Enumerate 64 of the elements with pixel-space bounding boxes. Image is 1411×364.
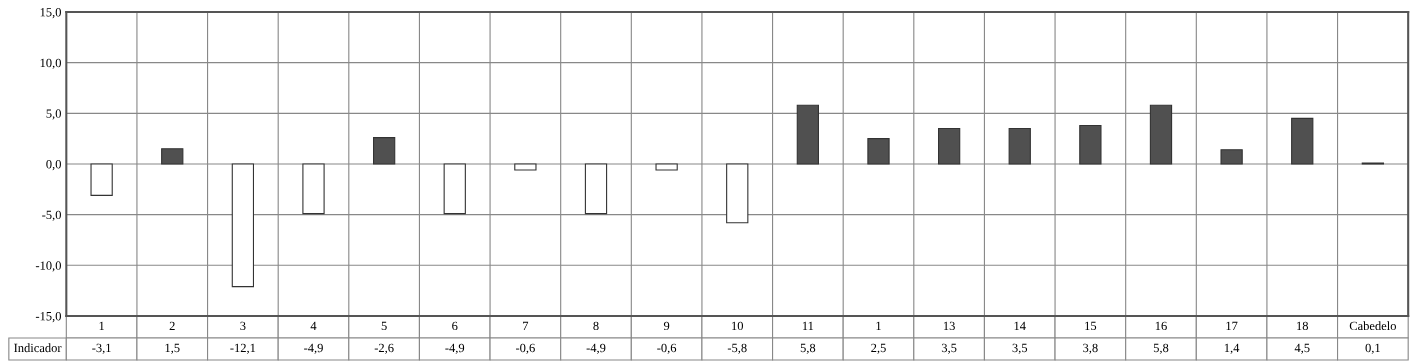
bar [1149,104,1173,165]
text: -4,9 [445,343,465,354]
text: 1,4 [1224,343,1240,354]
x-tick-label: 8 [593,321,599,331]
x-tick-label: 9 [663,321,670,331]
bar [1291,117,1314,165]
x-tick-label: 3 [240,321,246,331]
bar [1220,149,1243,165]
x-tick-label: 1 [876,321,881,330]
y-tick-label: -10,0 [35,261,61,272]
x-tick-label: 15 [1085,321,1097,331]
x-tick-label: 4 [310,321,317,330]
text: 1,5 [165,343,180,354]
y-tick-label: -5,0 [42,210,61,221]
y-tick-label: -15,0 [35,311,61,323]
text: Indicador [14,343,62,353]
x-tick-label: 5 [381,321,387,331]
x-tick-label: 2 [169,321,175,330]
y-tick-label: 5,0 [46,109,61,120]
bar [867,138,890,165]
text: 5,8 [1153,343,1169,354]
x-tick-label: Cabedelo [1349,321,1396,331]
y-tick-label: 10,0 [40,58,61,69]
bar [1079,124,1102,165]
y-tick-label: 15,0 [40,8,61,19]
text: -4,9 [304,343,323,354]
text: 4,5 [1294,343,1310,354]
text: -0,6 [657,343,677,354]
text: 3,5 [1012,343,1028,354]
x-tick-label: 11 [802,321,814,330]
bar [514,163,537,171]
x-tick-label: 18 [1297,321,1309,331]
x-tick-label: 6 [452,321,458,331]
bar [161,148,184,165]
x-tick-label: 14 [1014,321,1026,330]
text: -12,1 [230,343,256,354]
bar [231,163,255,288]
text: -3,1 [92,343,111,354]
text: 3,8 [1083,343,1098,354]
text: 2,5 [871,343,886,354]
text: -4,9 [586,343,606,354]
x-tick-label: 16 [1155,321,1167,331]
x-tick-label: 1 [99,321,104,330]
x-tick-label: 10 [732,321,744,331]
bar [1008,127,1031,165]
text: -5,8 [727,343,747,354]
text: 5,8 [800,343,816,354]
text: 3,5 [941,343,957,354]
text: -0,6 [515,343,535,354]
bar [726,163,749,224]
x-tick-label: 7 [523,321,529,330]
bar [443,163,466,215]
bar [90,163,113,196]
bar [796,104,820,165]
x-tick-label: 13 [943,321,955,331]
bar [655,163,678,171]
text: 0,1 [1365,343,1380,354]
text: -2,6 [374,343,394,354]
y-tick-label: 0,0 [46,160,61,171]
bar [937,127,961,165]
bar [372,137,396,165]
bar [302,163,325,215]
x-tick-label: 17 [1226,321,1238,330]
bar [584,163,608,215]
